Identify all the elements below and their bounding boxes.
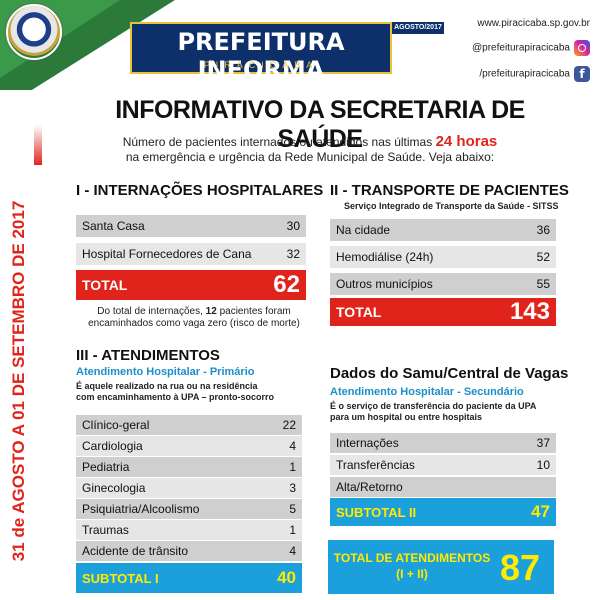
section-samu-heading: Dados do Samu/Central de Vagas <box>330 365 569 382</box>
section-samu-subheading: Atendimento Hospitalar - Secundário <box>330 386 524 398</box>
brand-banner: PREFEITURA INFORMA PIRACICABA <box>130 22 392 84</box>
section-transporte-heading: II - TRANSPORTE DE PACIENTES <box>330 182 569 199</box>
atendimentos-subtotal: SUBTOTAL I 40 <box>76 563 302 593</box>
page-title: INFORMATIVO DA SECRETARIA DE SAÚDE <box>115 96 525 153</box>
table-row: Pediatria 1 <box>76 457 302 477</box>
table-row: Alta/Retorno <box>330 477 556 497</box>
section-internacoes-heading: I - INTERNAÇÕES HOSPITALARES <box>76 182 324 199</box>
table-row: Ginecologia 3 <box>76 478 302 498</box>
section-atendimentos-heading: III - ATENDIMENTOS <box>76 347 220 364</box>
table-row: Traumas 1 <box>76 520 302 540</box>
table-row: Clínico-geral 22 <box>76 415 302 435</box>
accent-bar <box>34 125 42 165</box>
side-date-text: 31 de AGOSTO A 01 DE SETEMBRO DE 2017 <box>9 200 28 562</box>
table-row: Transferências 10 <box>330 455 556 475</box>
table-row: Outros municípios 55 <box>330 273 556 295</box>
intro-text: Número de pacientes internados ou atendi… <box>122 133 498 164</box>
grand-total-value: 87 <box>499 547 540 588</box>
edition-date: AGOSTO/2017 <box>392 22 444 34</box>
grand-total-label: TOTAL DE ATENDIMENTOS (I + II) <box>333 551 491 581</box>
table-row: Acidente de trânsito 4 <box>76 541 302 561</box>
samu-subtotal: SUBTOTAL II 47 <box>330 498 556 526</box>
section-transporte-subheading: Serviço Integrado de Transporte da Saúde… <box>344 201 559 211</box>
internacoes-total: TOTAL 62 <box>76 270 306 300</box>
atendimentos-description: É aquele realizado na rua ou na residênc… <box>76 381 275 402</box>
intro-highlight: 24 horas <box>435 133 498 150</box>
grand-total: TOTAL DE ATENDIMENTOS (I + II) 87 <box>328 540 554 594</box>
instagram-icon <box>574 40 590 56</box>
internacoes-note: Do total de internações, 12 pacientes fo… <box>88 306 300 329</box>
side-date: 31 de AGOSTO A 01 DE SETEMBRO DE 2017 <box>2 176 36 586</box>
table-row: Santa Casa 30 <box>76 215 306 237</box>
table-row: Hemodiálise (24h) 52 <box>330 246 556 268</box>
samu-description: É o serviço de transferência do paciente… <box>330 401 537 422</box>
city-crest-logo <box>6 4 62 60</box>
section-atendimentos-subheading: Atendimento Hospitalar - Primário <box>76 366 255 378</box>
table-row: Na cidade 36 <box>330 219 556 241</box>
facebook-link[interactable]: /prefeiturapiracicaba f <box>479 66 590 82</box>
table-row: Psiquiatria/Alcoolismo 5 <box>76 499 302 519</box>
instagram-link[interactable]: @prefeiturapiracicaba <box>472 40 590 56</box>
transporte-total: TOTAL 143 <box>330 298 556 326</box>
table-row: Cardiologia 4 <box>76 436 302 456</box>
brand-city: PIRACICABA <box>203 60 319 70</box>
table-row: Internações 37 <box>330 433 556 453</box>
brand-title: PREFEITURA INFORMA <box>177 28 345 84</box>
table-row: Hospital Fornecedores de Cana 32 <box>76 243 306 265</box>
facebook-icon: f <box>574 66 590 82</box>
website-link[interactable]: www.piracicaba.sp.gov.br <box>477 18 590 29</box>
